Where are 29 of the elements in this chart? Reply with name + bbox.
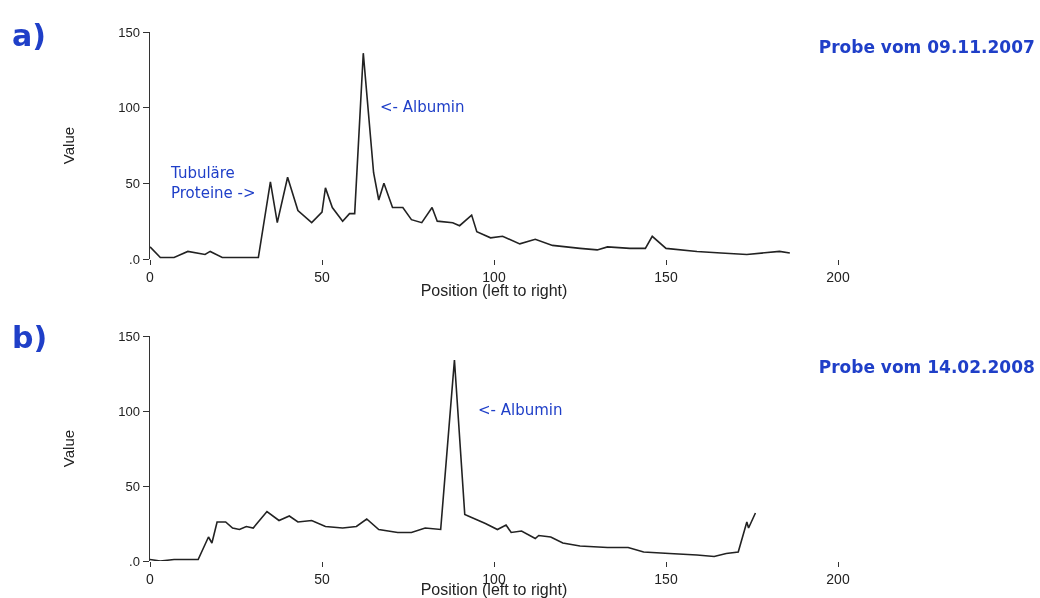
y-axis-title: Value [59,429,77,468]
text: b) [12,320,48,355]
y-axis-title: Value [59,126,77,165]
line-series [150,359,757,561]
y-tick-label: 100 [118,403,140,419]
annotation: Tubuläre Proteine -> [170,164,256,202]
x-tick-label: 0 [146,570,155,587]
text: Probe vom 14.02.2008 [818,356,1035,377]
x-tick-label: 150 [654,268,678,285]
y-tick-label: 50 [125,175,140,191]
text: Probe vom 09.11.2007 [818,36,1035,57]
x-tick-label: 0 [146,268,155,285]
y-tick-label: 150 [118,24,140,40]
x-tick-label: 150 [654,570,678,587]
x-tick-label: 200 [826,268,850,285]
x-tick-label: 50 [314,268,330,285]
y-tick-label: 150 [118,328,140,344]
y-tick-label: .0 [129,553,140,569]
annotation: <- Albumin [478,401,563,419]
x-tick-label: 50 [314,570,330,587]
x-tick-label: 200 [826,570,850,587]
x-tick-label: 100 [482,268,506,285]
x-axis-title: Position (left to right) [420,282,568,299]
y-tick-label: .0 [129,251,140,267]
annotation: <- Albumin [380,98,465,116]
line-series [150,52,791,259]
y-tick-label: 50 [125,478,140,494]
text: a) [12,18,46,53]
y-tick-label: 100 [118,100,140,116]
